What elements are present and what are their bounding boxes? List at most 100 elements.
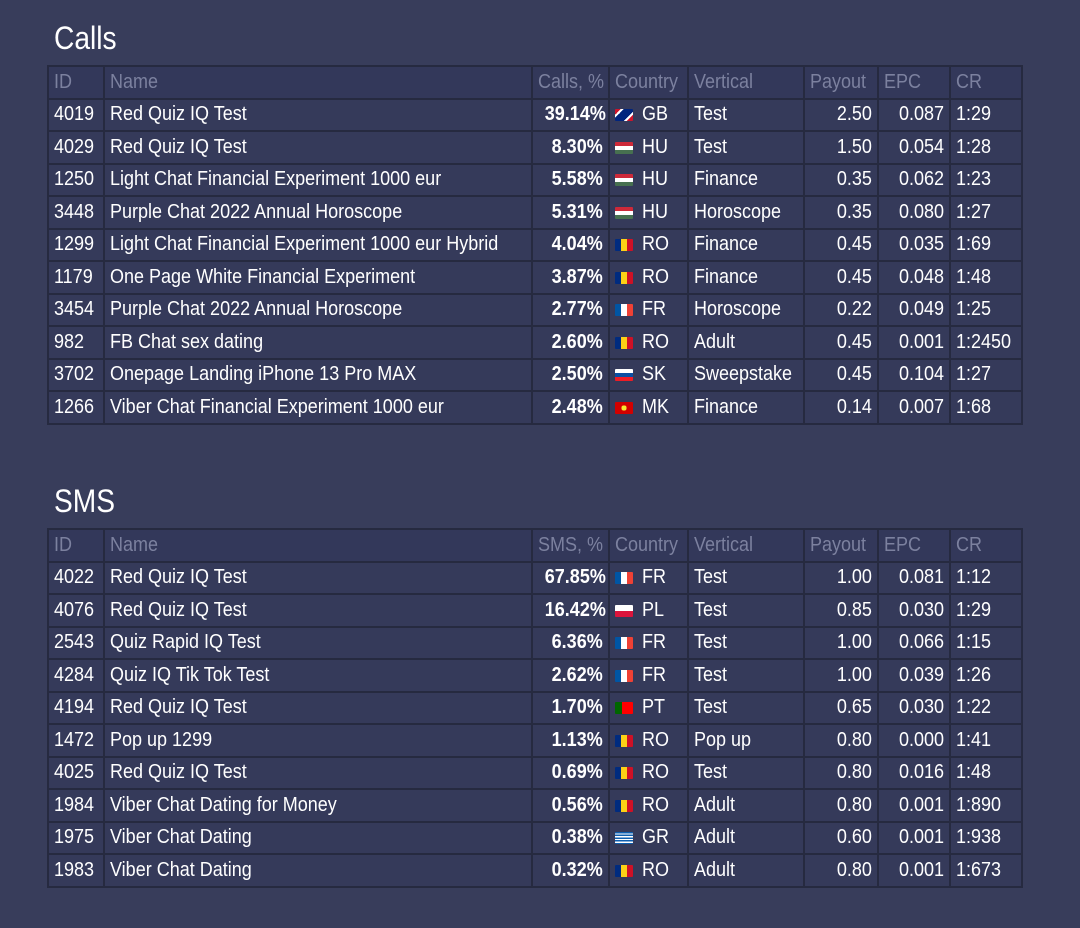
- cell-epc: 0.049: [877, 292, 951, 327]
- cell-country: MK: [608, 390, 689, 425]
- table-row[interactable]: 1299 Light Chat Financial Experiment 1000…: [47, 227, 1023, 262]
- column-header-vertical[interactable]: Vertical: [687, 65, 805, 100]
- cell-text: FR: [642, 566, 667, 589]
- column-header-cr[interactable]: CR: [949, 65, 1023, 100]
- cell-text: RO: [642, 265, 669, 288]
- cell-id: 1250: [47, 162, 105, 197]
- cell-text: 1472: [54, 728, 95, 751]
- cell-country: SK: [608, 357, 689, 392]
- cell-share: 2.60%: [531, 325, 610, 360]
- table-row[interactable]: 1984 Viber Chat Dating for Money 0.56% RO Ad…: [47, 788, 1023, 823]
- table-row[interactable]: 1975 Viber Chat Dating 0.38% GR Adult 0.60 0.0…: [47, 820, 1023, 855]
- cell-vertical: Finance: [687, 162, 805, 197]
- column-header-epc[interactable]: EPC: [877, 528, 951, 563]
- cell-text: 0.60: [836, 826, 872, 849]
- table-row[interactable]: 3448 Purple Chat 2022 Annual Horoscope 5.3…: [47, 195, 1023, 230]
- table-row[interactable]: 4029 Red Quiz IQ Test 8.30% HU Test 1.50 0.054…: [47, 130, 1023, 165]
- table-row[interactable]: 1250 Light Chat Financial Experiment 1000…: [47, 162, 1023, 197]
- table-row[interactable]: 4019 Red Quiz IQ Test 39.14% GB Test 2.50 0.08…: [47, 97, 1023, 132]
- cell-epc: 0.001: [877, 325, 951, 360]
- column-header-country[interactable]: Country: [608, 65, 689, 100]
- column-header-label: Name: [110, 533, 159, 556]
- table-row[interactable]: 1179 One Page White Financial Experiment 3…: [47, 260, 1023, 295]
- cell-text: 0.030: [898, 598, 944, 621]
- table-row[interactable]: 1266 Viber Chat Financial Experiment 1000…: [47, 390, 1023, 425]
- cell-text: 1.00: [836, 566, 872, 589]
- cell-share: 1.13%: [531, 723, 610, 758]
- cell-share: 3.87%: [531, 260, 610, 295]
- table-row[interactable]: 4076 Red Quiz IQ Test 16.42% PL Test 0.85 0.03…: [47, 593, 1023, 628]
- cell-text: 2.48%: [551, 395, 603, 418]
- cell-share: 8.30%: [531, 130, 610, 165]
- column-header-payout[interactable]: Payout: [803, 65, 879, 100]
- table-row[interactable]: 3454 Purple Chat 2022 Annual Horoscope 2.7…: [47, 292, 1023, 327]
- cell-text: 0.45: [836, 233, 872, 256]
- cell-text: 1:27: [956, 363, 992, 386]
- cell-text: 16.42%: [544, 598, 606, 621]
- column-header-id[interactable]: ID: [47, 528, 105, 563]
- column-header-share[interactable]: SMS, %: [531, 528, 610, 563]
- column-header-payout[interactable]: Payout: [803, 528, 879, 563]
- cell-text: 1:890: [956, 793, 1002, 816]
- cell-id: 1266: [47, 390, 105, 425]
- cell-text: 1:15: [956, 631, 992, 654]
- column-header-vertical[interactable]: Vertical: [687, 528, 805, 563]
- cell-share: 2.77%: [531, 292, 610, 327]
- table-row[interactable]: 4022 Red Quiz IQ Test 67.85% FR Test 1.00 0.08…: [47, 560, 1023, 595]
- table-row[interactable]: 2543 Quiz Rapid IQ Test 6.36% FR Test 1.00 0.0…: [47, 625, 1023, 660]
- column-header-label: Vertical: [694, 533, 754, 556]
- cell-text: Viber Chat Dating for Money: [110, 793, 337, 816]
- column-header-name[interactable]: Name: [103, 528, 533, 563]
- cell-text: Finance: [694, 265, 759, 288]
- cell-cr: 1:2450: [949, 325, 1023, 360]
- cell-text: 5.31%: [551, 200, 603, 223]
- cell-share: 0.69%: [531, 755, 610, 790]
- cell-vertical: Adult: [687, 788, 805, 823]
- column-header-name[interactable]: Name: [103, 65, 533, 100]
- cell-payout: 1.50: [803, 130, 879, 165]
- cell-vertical: Test: [687, 130, 805, 165]
- column-header-epc[interactable]: EPC: [877, 65, 951, 100]
- cell-text: 3454: [54, 298, 95, 321]
- cell-cr: 1:26: [949, 658, 1023, 693]
- table-row[interactable]: 1472 Pop up 1299 1.13% RO Pop up 0.80 0.000 1:4…: [47, 723, 1023, 758]
- cell-epc: 0.104: [877, 357, 951, 392]
- cell-cr: 1:23: [949, 162, 1023, 197]
- column-header-cr[interactable]: CR: [949, 528, 1023, 563]
- cell-text: Pop up 1299: [110, 728, 213, 751]
- cell-text: 0.45: [836, 330, 872, 353]
- cell-payout: 0.35: [803, 195, 879, 230]
- cell-epc: 0.001: [877, 853, 951, 888]
- cell-text: 0.001: [898, 793, 944, 816]
- table-row[interactable]: 1983 Viber Chat Dating 0.32% RO Adult 0.80 0.0…: [47, 853, 1023, 888]
- cell-text: 0.69%: [551, 761, 603, 784]
- cell-payout: 1.00: [803, 625, 879, 660]
- column-header-id[interactable]: ID: [47, 65, 105, 100]
- cell-text: Red Quiz IQ Test: [110, 566, 247, 589]
- cell-name: Red Quiz IQ Test: [103, 97, 533, 132]
- cell-text: 0.039: [898, 663, 944, 686]
- column-header-share[interactable]: Calls, %: [531, 65, 610, 100]
- cell-text: Test: [694, 598, 728, 621]
- flag-fr-icon: [615, 304, 633, 317]
- cell-payout: 0.60: [803, 820, 879, 855]
- table-row[interactable]: 3702 Onepage Landing iPhone 13 Pro MAX 2.5…: [47, 357, 1023, 392]
- column-header-country[interactable]: Country: [608, 528, 689, 563]
- cell-id: 1472: [47, 723, 105, 758]
- cell-cr: 1:41: [949, 723, 1023, 758]
- cell-text: 67.85%: [544, 566, 606, 589]
- table-row[interactable]: 4284 Quiz IQ Tik Tok Test 2.62% FR Test 1.00 0…: [47, 658, 1023, 693]
- table-row[interactable]: 4025 Red Quiz IQ Test 0.69% RO Test 0.80 0.016…: [47, 755, 1023, 790]
- cell-text: Adult: [694, 858, 736, 881]
- cell-text: Purple Chat 2022 Annual Horoscope: [110, 298, 403, 321]
- calls-title: Calls: [54, 20, 117, 56]
- cell-name: Viber Chat Dating: [103, 853, 533, 888]
- cell-name: Viber Chat Dating: [103, 820, 533, 855]
- table-row[interactable]: 4194 Red Quiz IQ Test 1.70% PT Test 0.65 0.030…: [47, 690, 1023, 725]
- cell-text: 4076: [54, 598, 95, 621]
- table-row[interactable]: 982 FB Chat sex dating 2.60% RO Adult 0.45 0.0…: [47, 325, 1023, 360]
- cell-name: Red Quiz IQ Test: [103, 755, 533, 790]
- cell-text: Red Quiz IQ Test: [110, 598, 247, 621]
- cell-payout: 1.00: [803, 658, 879, 693]
- cell-text: 4022: [54, 566, 95, 589]
